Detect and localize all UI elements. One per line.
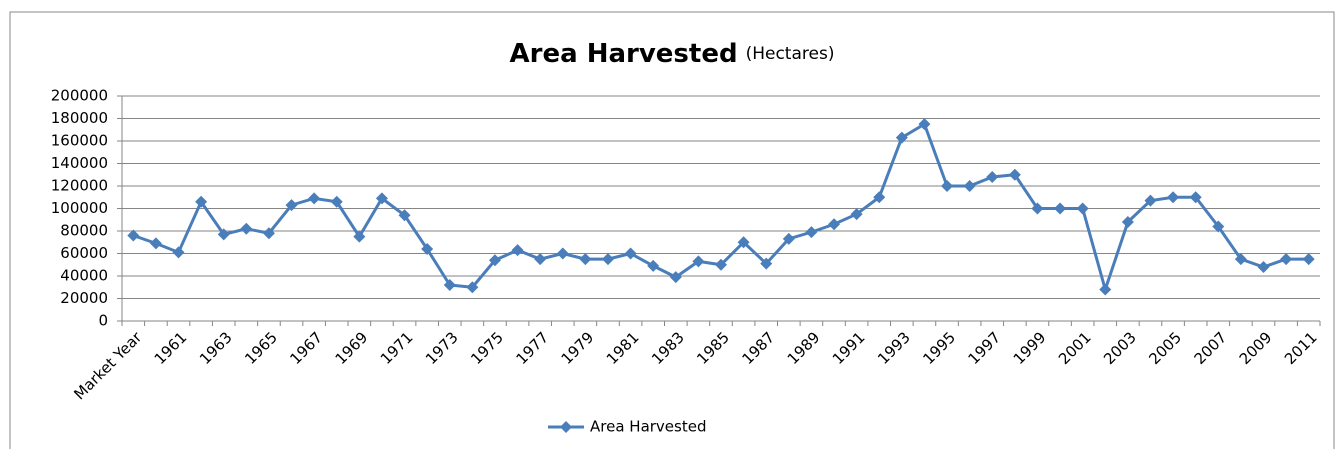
- point-marker: [1008, 168, 1021, 181]
- point-marker: [398, 209, 411, 222]
- point-marker: [443, 279, 456, 291]
- point-marker: [1054, 202, 1067, 215]
- point-marker: [466, 281, 479, 294]
- point-marker: [556, 247, 569, 260]
- point-marker: [737, 236, 750, 249]
- point-marker: [828, 218, 841, 231]
- point-marker: [1280, 253, 1293, 266]
- point-marker: [873, 191, 886, 204]
- point-marker: [1212, 220, 1225, 233]
- y-tick-label: 0: [98, 312, 108, 330]
- point-marker: [1099, 283, 1112, 296]
- point-marker: [1234, 253, 1247, 266]
- point-marker: [963, 180, 976, 192]
- point-marker: [1189, 191, 1202, 204]
- point-marker: [850, 208, 863, 221]
- point-marker: [285, 199, 298, 212]
- point-marker: [195, 195, 208, 208]
- point-marker: [488, 254, 501, 267]
- point-marker: [149, 237, 162, 250]
- y-tick-label: 200000: [51, 87, 108, 105]
- y-tick-label: 100000: [51, 199, 108, 217]
- point-marker: [669, 271, 682, 284]
- y-tick-label: 60000: [60, 244, 108, 262]
- point-marker: [172, 246, 185, 259]
- legend-label: Area Harvested: [590, 418, 706, 436]
- point-marker: [375, 192, 388, 205]
- point-marker: [918, 118, 931, 131]
- legend-marker: [560, 421, 572, 433]
- point-marker: [805, 226, 818, 239]
- y-tick-label: 20000: [60, 289, 108, 307]
- point-marker: [895, 131, 908, 144]
- point-marker: [534, 253, 547, 266]
- point-marker: [1031, 202, 1044, 215]
- point-marker: [601, 253, 614, 266]
- point-marker: [511, 244, 524, 257]
- point-marker: [1121, 216, 1134, 228]
- point-marker: [692, 255, 705, 268]
- point-marker: [782, 232, 795, 245]
- point-marker: [760, 257, 773, 270]
- chart-subtitle: (Hectares): [746, 44, 835, 64]
- point-marker: [217, 228, 230, 241]
- y-tick-label: 120000: [51, 177, 108, 195]
- point-marker: [240, 222, 253, 235]
- point-marker: [1302, 253, 1315, 266]
- point-marker: [715, 258, 727, 271]
- chart-title: Area Harvested: [510, 39, 738, 69]
- point-marker: [624, 247, 637, 260]
- point-marker: [1076, 202, 1089, 215]
- point-marker: [353, 230, 366, 243]
- y-tick-label: 40000: [60, 267, 108, 285]
- point-marker: [579, 253, 592, 266]
- point-marker: [1257, 261, 1270, 273]
- y-tick-label: 80000: [60, 222, 108, 240]
- point-marker: [986, 171, 999, 183]
- point-marker: [1144, 194, 1157, 207]
- point-marker: [262, 227, 275, 240]
- point-marker: [330, 195, 343, 208]
- y-tick-label: 180000: [51, 109, 108, 127]
- point-marker: [421, 243, 434, 255]
- y-tick-label: 140000: [51, 154, 108, 172]
- point-marker: [308, 192, 321, 205]
- y-tick-label: 160000: [51, 132, 108, 150]
- point-marker: [1167, 191, 1180, 204]
- point-marker: [647, 259, 660, 272]
- point-marker: [127, 229, 140, 242]
- chart-heading: Area Harvested (Hectares): [510, 39, 835, 69]
- point-marker: [941, 180, 954, 192]
